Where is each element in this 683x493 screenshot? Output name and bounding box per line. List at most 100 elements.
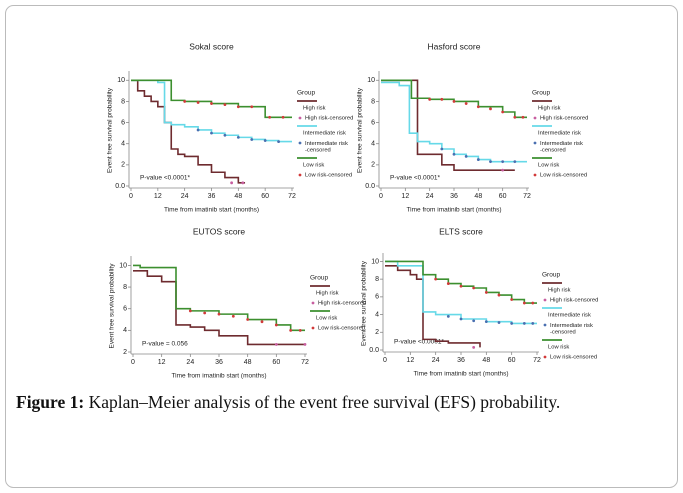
x-tick-label: 24	[432, 357, 440, 364]
y-tick-label: 4	[371, 141, 375, 148]
censor-mark	[241, 181, 245, 185]
y-tick-label: 10	[119, 262, 127, 269]
legend-swatch	[543, 298, 547, 302]
legend-label: Intermediate risk	[548, 313, 591, 319]
censor-mark	[223, 133, 227, 137]
x-tick-label: 24	[181, 193, 189, 200]
x-tick-label: 60	[261, 193, 269, 200]
censor-mark	[472, 286, 476, 290]
legend-swatch	[543, 355, 547, 359]
legend-label: Low risk	[538, 163, 559, 169]
censor-mark	[428, 97, 432, 101]
censor-mark	[440, 147, 444, 151]
x-tick-label: 72	[523, 193, 531, 200]
censor-mark	[434, 277, 438, 281]
legend-swatch	[311, 326, 315, 330]
x-tick-label: 24	[426, 193, 434, 200]
censor-mark	[510, 322, 514, 325]
censor-mark	[472, 345, 476, 349]
censor-mark	[274, 343, 278, 346]
censor-mark	[464, 155, 468, 158]
censor-mark	[459, 317, 463, 321]
y-tick-label: 4	[121, 141, 125, 148]
legend-label: High risk-censored	[550, 298, 598, 304]
survival-curve	[381, 81, 527, 163]
x-tick-label: 48	[474, 193, 482, 200]
censor-mark	[263, 139, 267, 142]
censor-mark	[497, 321, 501, 324]
y-tick-label: 0.0	[369, 347, 379, 354]
legend-swatch	[298, 173, 302, 177]
censor-mark	[298, 328, 302, 332]
legend-swatch	[298, 141, 302, 145]
x-tick-label: 60	[272, 359, 280, 366]
y-tick-label: 6	[375, 294, 379, 301]
x-tick-label: 36	[457, 357, 465, 364]
frame	[5, 5, 678, 488]
x-tick-label: 72	[288, 193, 296, 200]
x-axis-label: Time from imatinib start (months)	[406, 207, 501, 214]
legend-label: High risk-censored	[305, 116, 353, 122]
y-tick-label: 0.0	[115, 183, 125, 190]
x-tick-label: 24	[186, 359, 194, 366]
legend-label: Intermediate risk -censored	[305, 141, 348, 154]
censor-mark	[230, 181, 234, 185]
legend-label: Low risk	[316, 316, 337, 322]
legend-title: Group	[542, 272, 560, 279]
censor-mark	[236, 105, 240, 109]
y-tick-label: 2	[371, 162, 375, 169]
censor-mark	[268, 115, 272, 119]
censor-mark	[446, 282, 450, 285]
x-tick-label: 12	[401, 193, 409, 200]
x-tick-label: 72	[301, 359, 309, 366]
censor-mark	[510, 298, 514, 301]
x-tick-label: 60	[508, 357, 516, 364]
y-tick-label: 10	[367, 77, 375, 84]
censor-mark	[531, 322, 535, 325]
legend-title: Group	[532, 90, 550, 97]
survival-curve	[131, 79, 292, 119]
legend-swatch	[298, 116, 302, 120]
censor-mark	[476, 158, 480, 161]
x-tick-label: 72	[533, 357, 541, 364]
legend-label: High risk	[303, 106, 326, 112]
survival-curve	[381, 79, 527, 119]
legend-label: Low risk-censored	[318, 326, 365, 332]
y-tick-label: 2	[123, 349, 127, 356]
survival-curve	[385, 265, 481, 348]
legend-title: Group	[310, 275, 328, 282]
y-tick-label: 8	[121, 98, 125, 105]
y-axis-label: Event free survival probability	[357, 87, 364, 173]
y-tick-label: 8	[371, 98, 375, 105]
legend-swatch	[543, 323, 547, 327]
censor-mark	[250, 138, 254, 141]
censor-mark	[513, 160, 517, 164]
y-tick-label: 6	[123, 306, 127, 313]
legend-label: High risk	[316, 291, 339, 297]
x-tick-label: 36	[450, 193, 458, 200]
x-tick-label: 12	[154, 193, 162, 200]
y-tick-label: 2	[375, 329, 379, 336]
legend-label: Intermediate risk -censored	[540, 141, 583, 154]
censor-mark	[183, 100, 187, 103]
chart-title: EUTOS score	[193, 226, 246, 236]
chart-title: ELTS score	[439, 226, 483, 236]
survival-curve	[381, 79, 515, 171]
censor-mark	[484, 291, 488, 294]
censor-mark	[210, 102, 213, 105]
censor-mark	[489, 160, 492, 164]
censor-mark	[223, 103, 227, 106]
censor-mark	[303, 343, 307, 346]
censor-mark	[476, 105, 480, 109]
censor-mark	[236, 135, 240, 139]
censor-mark	[196, 101, 200, 104]
censor-mark	[497, 293, 501, 297]
censor-mark	[217, 312, 221, 316]
x-axis-label: Time from imatinib start (months)	[164, 207, 259, 214]
x-tick-label: 36	[215, 359, 223, 366]
x-tick-label: 12	[158, 359, 166, 366]
x-tick-label: 0	[379, 193, 383, 200]
y-tick-label: 6	[121, 119, 125, 126]
y-tick-label: 2	[121, 162, 125, 169]
x-tick-label: 0	[131, 359, 135, 366]
